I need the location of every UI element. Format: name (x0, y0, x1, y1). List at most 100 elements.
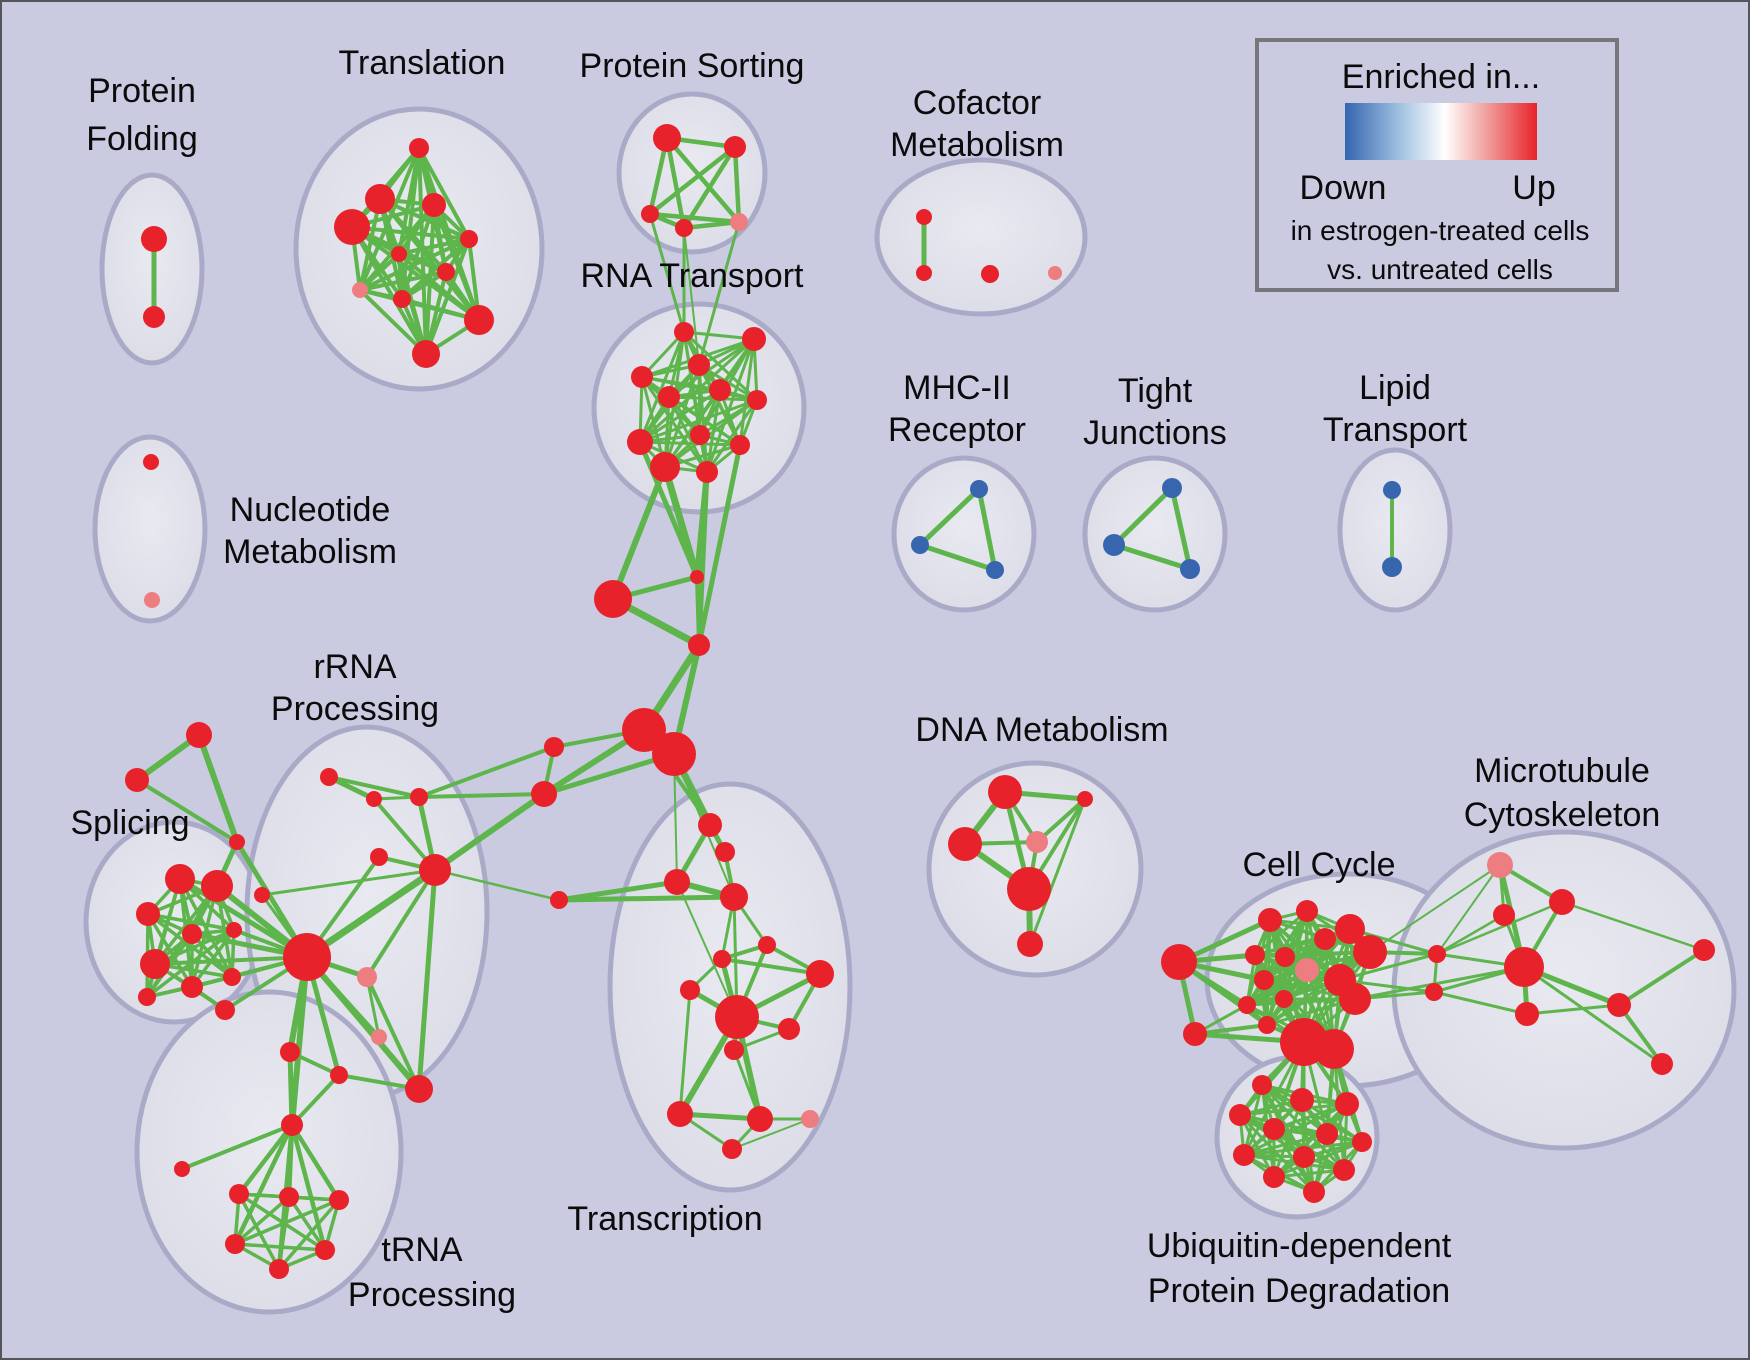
graph-edge (558, 894, 735, 903)
graph-edge (232, 1124, 295, 1245)
legend: Enriched in... Down Up in estrogen-treat… (1255, 38, 1619, 292)
graph-node-cc15 (1258, 1016, 1276, 1034)
graph-edge (705, 338, 756, 473)
graph-edge (543, 751, 675, 797)
cluster-ellipse-nucleotide-metabolism (92, 434, 208, 624)
graph-edge (668, 395, 741, 447)
graph-edge (1523, 965, 1663, 1066)
graph-node-cc8 (1275, 947, 1295, 967)
graph-node-br6 (531, 781, 557, 807)
graph-node-pf0 (141, 226, 167, 252)
graph-edge (358, 252, 401, 292)
graph-node-tl7 (352, 282, 368, 298)
graph-node-tl6 (437, 263, 455, 281)
graph-node-tl10 (412, 340, 440, 368)
graph-node-rr1 (366, 791, 382, 807)
graph-node-ps3 (675, 219, 693, 237)
graph-node-tn5 (225, 1234, 245, 1254)
graph-node-rt4 (658, 386, 680, 408)
cluster-label-trna-processing-line0: tRNA (381, 1231, 463, 1269)
graph-edge (639, 388, 721, 444)
graph-edge (358, 288, 428, 356)
graph-node-rt6 (747, 390, 767, 410)
graph-node-u2 (1335, 1092, 1359, 1116)
graph-node-cc1 (1183, 1022, 1207, 1046)
graph-edge (1617, 1003, 1664, 1066)
graph-edge (721, 957, 821, 976)
graph-node-sp3 (165, 864, 195, 894)
graph-edge (1254, 909, 1308, 957)
graph-node-tx14 (801, 1110, 819, 1128)
graph-edge (683, 227, 700, 366)
graph-node-dn0 (988, 775, 1022, 809)
graph-edge (233, 1195, 291, 1246)
graph-node-dn1 (1077, 791, 1093, 807)
graph-node-tj2 (1180, 559, 1200, 579)
graph-node-mt2 (1493, 904, 1515, 926)
cluster-label-tight-junctions-line1: Junctions (1083, 414, 1227, 452)
graph-edge (1238, 1113, 1316, 1194)
graph-edge (365, 976, 381, 1038)
graph-edge (649, 211, 740, 225)
cluster-label-cofactor-metabolism-line1: Metabolism (890, 126, 1064, 164)
legend-title: Enriched in... (1342, 58, 1540, 96)
graph-edge (234, 1198, 340, 1246)
legend-subtitle-line1: in estrogen-treated cells (1291, 215, 1590, 246)
legend-up-label: Up (1512, 169, 1555, 207)
graph-edge (1369, 864, 1501, 953)
graph-node-u3 (1229, 1104, 1251, 1126)
graph-node-mt6 (1693, 939, 1715, 961)
graph-node-cc17 (1314, 1029, 1354, 1069)
graph-edge (1436, 900, 1563, 956)
graph-edge (289, 1124, 328, 1251)
graph-edge (350, 225, 428, 356)
legend-down-label: Down (1300, 169, 1387, 207)
graph-edge (146, 912, 234, 979)
graph-node-cc19 (1425, 983, 1443, 1001)
graph-node-tj1 (1103, 534, 1125, 556)
graph-edge (154, 955, 308, 966)
cluster-label-trna-processing-line1: Processing (348, 1276, 516, 1314)
graph-node-tl0 (409, 138, 429, 158)
graph-edge (1169, 487, 1193, 570)
graph-node-cc10 (1254, 970, 1274, 990)
graph-node-rt10 (650, 452, 680, 482)
cluster-label-splicing-line0: Splicing (70, 804, 189, 842)
graph-edge (418, 745, 555, 799)
graph-edge (1246, 978, 1341, 1007)
graph-edge (648, 145, 737, 216)
graph-edge (365, 976, 421, 1090)
graph-node-br4 (652, 732, 696, 776)
graph-edge (358, 198, 382, 291)
legend-gradient-bar (1345, 103, 1537, 160)
graph-edge (919, 542, 996, 573)
graph-node-u8 (1293, 1146, 1315, 1168)
graph-node-u11 (1303, 1181, 1325, 1203)
graph-node-rr5 (283, 933, 331, 981)
graph-node-u1 (1290, 1088, 1314, 1112)
graph-edge (289, 956, 310, 1126)
cluster-label-translation-line0: Translation (339, 44, 506, 82)
graph-node-tn7 (269, 1259, 289, 1279)
graph-edge (305, 867, 437, 960)
graph-node-rr10 (371, 1029, 387, 1045)
graph-edge (1028, 798, 1087, 945)
graph-edge (679, 1111, 761, 1122)
cluster-label-cell-cycle-line0: Cell Cycle (1242, 846, 1395, 884)
graph-edge (639, 440, 741, 447)
cluster-ellipse-cofactor-metabolism (874, 157, 1088, 317)
graph-node-tx12 (667, 1101, 693, 1127)
cluster-label-mhc-ii-receptor-line1: Receptor (888, 411, 1026, 449)
graph-node-tn3 (279, 1187, 299, 1207)
graph-node-tx7 (806, 960, 834, 988)
graph-node-tx4 (550, 891, 568, 909)
graph-node-u7 (1233, 1144, 1255, 1166)
cluster-label-microtubule-cytoskeleton-line0: Microtubule (1474, 752, 1650, 790)
legend-subtitle-line2: vs. untreated cells (1327, 254, 1553, 285)
graph-node-u4 (1263, 1118, 1285, 1140)
graph-node-rt3 (631, 366, 653, 388)
legend-box (1255, 38, 1619, 292)
graph-node-ps4 (730, 213, 748, 231)
graph-edge (181, 1123, 293, 1171)
